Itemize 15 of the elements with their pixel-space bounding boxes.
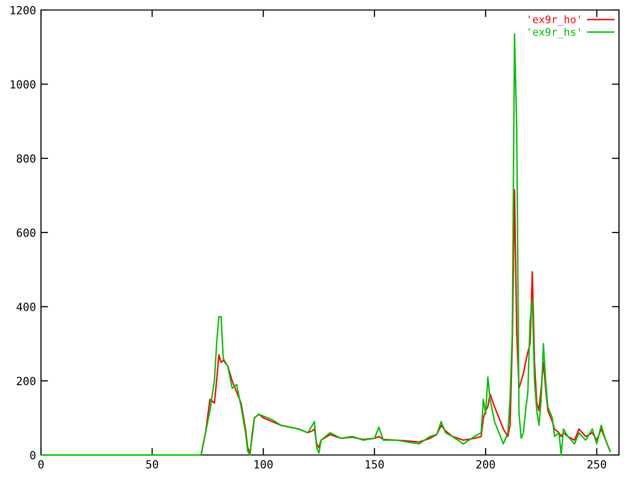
y-tick-label: 1000 bbox=[10, 80, 36, 89]
y-tick-label: 800 bbox=[16, 154, 36, 163]
x-tick-label: 100 bbox=[254, 460, 273, 469]
y-tick-label: 200 bbox=[16, 376, 36, 386]
y-tick-label: 400 bbox=[16, 302, 36, 312]
y-tick-label: 0 bbox=[30, 451, 36, 460]
x-tick-label: 250 bbox=[588, 460, 606, 469]
x-tick-label: 50 bbox=[146, 460, 158, 469]
legend-label: 'ex9r_hs' bbox=[528, 28, 580, 38]
x-tick-label: 150 bbox=[366, 460, 384, 469]
y-tick-label: 1200 bbox=[10, 6, 36, 14]
y-tick-label: 600 bbox=[16, 228, 36, 237]
x-tick-label: 0 bbox=[38, 460, 44, 469]
x-tick-label: 200 bbox=[476, 460, 495, 469]
legend-label: 'ex9r_ho' bbox=[528, 15, 580, 26]
